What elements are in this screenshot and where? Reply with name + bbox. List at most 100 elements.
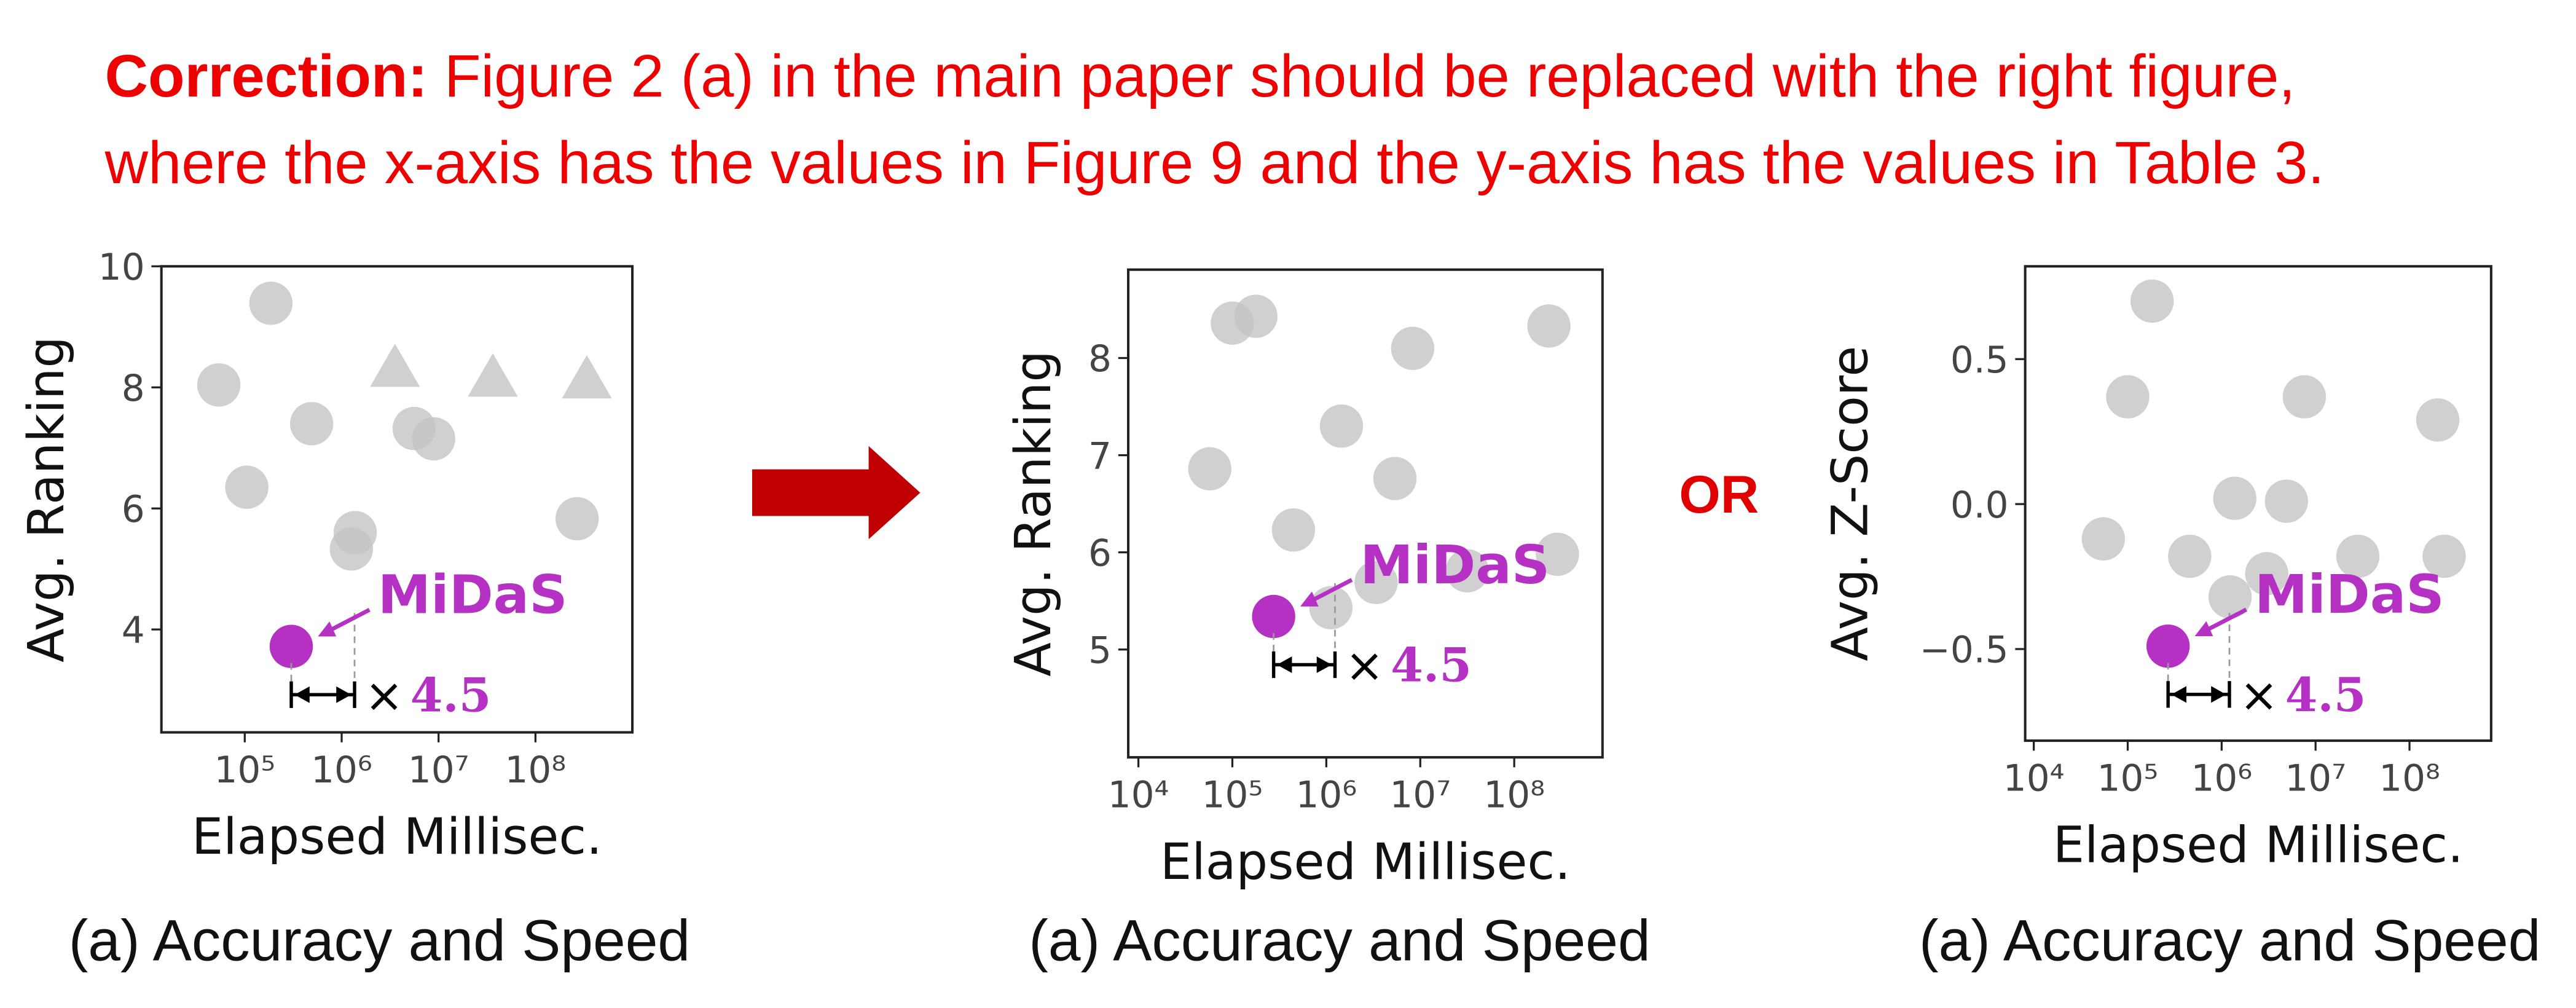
highlight-label: MiDaS bbox=[1360, 535, 1550, 596]
data-point bbox=[2213, 476, 2256, 520]
header-text: Figure 2 (a) in the main paper should be… bbox=[444, 42, 2295, 109]
data-point bbox=[225, 465, 269, 509]
data-point bbox=[269, 624, 313, 668]
x-tick-label: 10⁷ bbox=[408, 749, 469, 792]
data-point bbox=[1252, 594, 1295, 639]
data-point bbox=[1536, 532, 1579, 577]
speedup-value: 4.5 bbox=[2285, 667, 2366, 722]
data-point bbox=[289, 402, 334, 446]
data-point bbox=[562, 355, 612, 399]
data-point bbox=[468, 353, 518, 397]
data-point bbox=[555, 497, 599, 541]
bracket-head bbox=[2171, 686, 2186, 703]
x-tick-label: 10⁷ bbox=[2285, 757, 2346, 800]
x-axis-label: Elapsed Millisec. bbox=[1160, 833, 1571, 891]
data-point bbox=[2168, 534, 2212, 578]
bracket-head bbox=[336, 686, 351, 703]
y-tick-label: 6 bbox=[122, 489, 145, 531]
header-text: where the x-axis has the values in Figur… bbox=[104, 129, 2325, 196]
x-tick-label: 10⁵ bbox=[1202, 774, 1263, 816]
bracket-head bbox=[294, 686, 310, 703]
data-point bbox=[412, 417, 455, 461]
y-axis-label: Avg. Ranking bbox=[1005, 350, 1062, 677]
plot-frame bbox=[1127, 268, 1604, 759]
x-tick-label: 10⁴ bbox=[1108, 774, 1169, 816]
data-point bbox=[1234, 294, 1278, 338]
y-tick-label: 6 bbox=[1088, 532, 1112, 575]
y-tick-label: 8 bbox=[1088, 338, 1112, 380]
x-tick-label: 10⁵ bbox=[2097, 757, 2159, 800]
speedup-value: 4.5 bbox=[1391, 638, 1472, 693]
x-tick-label: 10⁶ bbox=[311, 749, 372, 792]
speedup-sign: × bbox=[1345, 639, 1384, 693]
data-point bbox=[1354, 561, 1398, 604]
data-point bbox=[2264, 479, 2309, 523]
x-tick-label: 10⁸ bbox=[505, 749, 567, 792]
highlight-label: MiDaS bbox=[378, 565, 568, 626]
x-tick-label: 10⁶ bbox=[1296, 774, 1357, 816]
data-point bbox=[2081, 517, 2126, 561]
data-point bbox=[2422, 534, 2466, 578]
data-point bbox=[2336, 534, 2380, 578]
caption: (a) Accuracy and Speed bbox=[69, 908, 690, 974]
x-tick-label: 10⁷ bbox=[1389, 774, 1451, 816]
speedup-sign: × bbox=[364, 668, 404, 722]
plot-frame bbox=[160, 265, 634, 734]
arrow bbox=[752, 446, 921, 540]
x-axis-label: Elapsed Millisec. bbox=[2053, 817, 2464, 875]
data-point bbox=[2208, 575, 2252, 619]
data-point bbox=[1391, 326, 1435, 370]
speedup-label: × 4.5 bbox=[364, 667, 491, 722]
x-tick-label: 10⁵ bbox=[214, 749, 275, 792]
data-point bbox=[1527, 304, 1571, 348]
data-point bbox=[370, 344, 420, 387]
data-point bbox=[1445, 549, 1489, 593]
pointer-head bbox=[318, 621, 337, 637]
data-point bbox=[2416, 398, 2460, 442]
y-tick-label: 4 bbox=[122, 610, 145, 652]
pointer-head bbox=[2194, 621, 2213, 637]
y-tick-label: 0.0 bbox=[1950, 484, 2009, 527]
y-tick-label: 8 bbox=[122, 368, 145, 410]
bracket-head bbox=[2211, 686, 2226, 703]
data-point bbox=[1319, 404, 1364, 448]
caption: (a) Accuracy and Speed bbox=[1919, 908, 2540, 974]
header-label: Correction: bbox=[105, 42, 428, 109]
y-tick-label: 7 bbox=[1088, 435, 1112, 478]
speedup-label: × 4.5 bbox=[2239, 667, 2366, 722]
data-point bbox=[2130, 279, 2174, 323]
header-line: Correction: Figure 2 (a) in the main pap… bbox=[105, 42, 2296, 109]
data-point bbox=[197, 363, 241, 407]
data-point bbox=[2282, 375, 2327, 419]
y-tick-label: 5 bbox=[1088, 629, 1112, 672]
data-point bbox=[1271, 508, 1316, 552]
speedup-label: × 4.5 bbox=[1345, 638, 1472, 693]
data-point bbox=[2146, 624, 2190, 668]
x-tick-label: 10⁸ bbox=[2379, 757, 2440, 800]
y-tick-label: −0.5 bbox=[1920, 629, 2009, 672]
highlight-label: MiDaS bbox=[2255, 564, 2444, 626]
data-point bbox=[1188, 447, 1231, 490]
bracket-head bbox=[1277, 656, 1292, 674]
data-point bbox=[249, 282, 293, 325]
data-point bbox=[2106, 375, 2150, 419]
x-tick-label: 10⁴ bbox=[2003, 757, 2065, 800]
y-axis-label: Avg. Ranking bbox=[18, 336, 76, 663]
x-tick-label: 10⁶ bbox=[2191, 757, 2252, 800]
data-point bbox=[2245, 552, 2288, 596]
pointer-head bbox=[1300, 591, 1319, 607]
x-tick-label: 10⁸ bbox=[1483, 774, 1545, 816]
y-axis-label: Avg. Z-Score bbox=[1821, 346, 1879, 661]
y-tick-label: 10 bbox=[98, 246, 145, 289]
speedup-value: 4.5 bbox=[410, 667, 492, 722]
x-axis-label: Elapsed Millisec. bbox=[192, 808, 602, 866]
or-label: OR bbox=[1679, 465, 1759, 524]
data-point bbox=[1373, 457, 1417, 500]
data-point bbox=[329, 527, 374, 571]
speedup-sign: × bbox=[2239, 668, 2279, 722]
caption: (a) Accuracy and Speed bbox=[1029, 908, 1650, 974]
bracket-head bbox=[1316, 656, 1332, 674]
y-tick-label: 0.5 bbox=[1950, 339, 2009, 382]
